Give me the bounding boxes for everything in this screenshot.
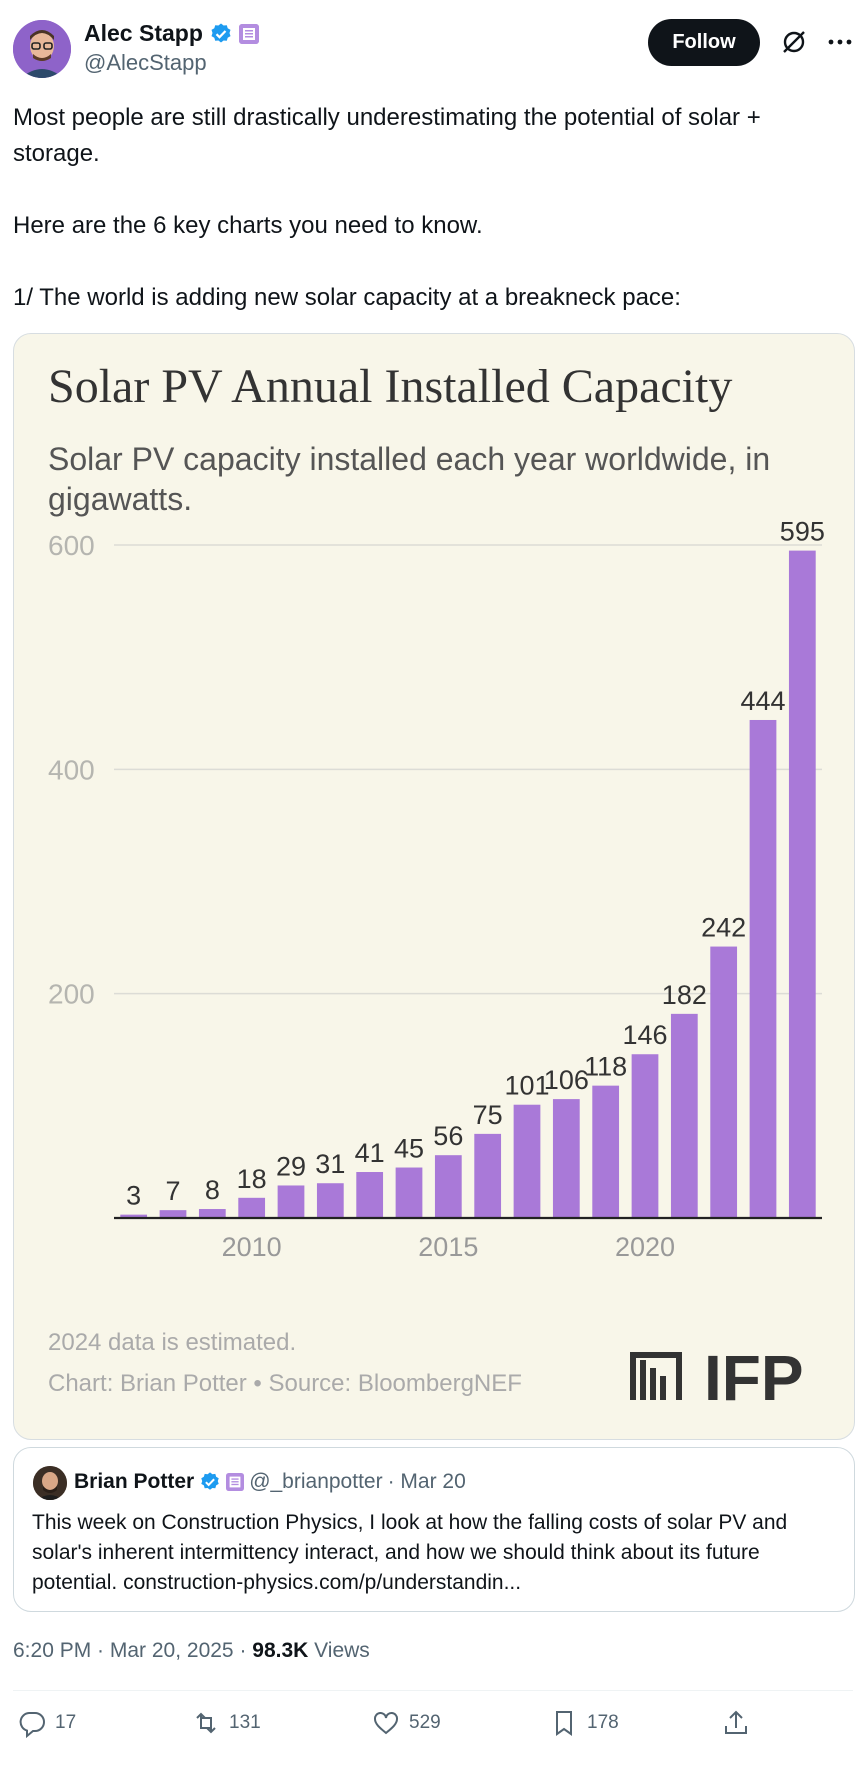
- reply-count: 17: [55, 1712, 77, 1733]
- bar-value-label: 3: [126, 1181, 141, 1211]
- bar: [749, 719, 777, 1218]
- y-tick-label: 400: [48, 754, 95, 785]
- bar-value-label: 595: [780, 517, 825, 547]
- reply-button[interactable]: 17: [17, 1708, 76, 1738]
- chart-source: Chart: Brian Potter • Source: BloombergN…: [48, 1370, 522, 1397]
- bar: [159, 1210, 187, 1218]
- bar-value-label: 146: [622, 1020, 667, 1050]
- ifp-logo: IFP: [630, 1342, 804, 1414]
- quote-date: · Mar 20: [387, 1470, 466, 1493]
- bar: [277, 1185, 305, 1218]
- affiliate-badge-icon: [238, 23, 259, 44]
- verified-badge-icon: [201, 1472, 219, 1490]
- bar-value-label: 242: [701, 913, 746, 943]
- action-bar: 17 131 529 178: [13, 1708, 853, 1748]
- quote-author-row: Brian Potter @_brianpotter · Mar 20: [74, 1470, 466, 1494]
- bar: [356, 1172, 384, 1218]
- chart-subtitle-line1: Solar PV capacity installed each year wo…: [48, 441, 770, 477]
- bar-value-label: 56: [433, 1121, 463, 1151]
- chart-title: Solar PV Annual Installed Capacity: [48, 360, 732, 413]
- bar-value-label: 106: [544, 1065, 589, 1095]
- bar-value-label: 182: [662, 980, 707, 1010]
- bar-value-label: 41: [355, 1138, 385, 1168]
- bar-value-label: 7: [165, 1176, 180, 1206]
- bar-value-label: 18: [237, 1164, 267, 1194]
- tweet-header: Alec Stapp @AlecStapp Follow: [0, 0, 867, 90]
- bar: [198, 1209, 226, 1218]
- quote-text: This week on Construction Physics, I loo…: [32, 1511, 788, 1594]
- quote-author-handle: @_brianpotter: [249, 1470, 383, 1493]
- tweet-timestamp[interactable]: 6:20 PM · Mar 20, 2025 ·: [13, 1639, 253, 1662]
- bar: [395, 1167, 423, 1218]
- repost-count: 131: [229, 1712, 261, 1733]
- bar-value-label: 29: [276, 1151, 306, 1181]
- ifp-logo-mark-icon: [630, 1352, 682, 1400]
- quote-author-name: Brian Potter: [74, 1470, 195, 1493]
- views-label: Views: [308, 1639, 370, 1662]
- bar-value-label: 75: [473, 1100, 503, 1130]
- bar-value-label: 45: [394, 1134, 424, 1164]
- bar: [474, 1133, 502, 1218]
- divider: [13, 1690, 853, 1691]
- bar: [434, 1155, 462, 1218]
- bar-chart: Solar PV Annual Installed Capacity Solar…: [48, 360, 825, 1414]
- like-count: 529: [409, 1712, 441, 1733]
- bar-value-label: 444: [740, 686, 785, 716]
- bookmark-button[interactable]: 178: [549, 1708, 619, 1738]
- x-tick-label: 2015: [418, 1232, 478, 1262]
- repost-button[interactable]: 131: [191, 1708, 261, 1738]
- ifp-logo-text: IFP: [704, 1342, 804, 1414]
- bar: [316, 1183, 344, 1218]
- bar: [120, 1214, 148, 1218]
- bar: [592, 1085, 620, 1218]
- bar: [710, 946, 738, 1218]
- bar: [631, 1054, 659, 1218]
- tweet-paragraph: Here are the 6 key charts you need to kn…: [13, 212, 483, 239]
- author-handle[interactable]: @AlecStapp: [84, 50, 207, 75]
- share-icon: [725, 1710, 747, 1734]
- bookmark-count: 178: [587, 1712, 619, 1733]
- author-name[interactable]: Alec Stapp: [84, 20, 203, 46]
- bar-value-label: 118: [584, 1052, 627, 1082]
- author-name-row: Alec Stapp: [84, 20, 259, 47]
- x-tick-label: 2010: [222, 1232, 282, 1262]
- quoted-tweet[interactable]: Brian Potter @_brianpotter · Mar 20 This…: [13, 1447, 855, 1612]
- y-tick-label: 200: [48, 979, 95, 1010]
- bar: [788, 550, 816, 1218]
- bar: [513, 1104, 541, 1218]
- chart-subtitle-line2: gigawatts.: [48, 481, 192, 517]
- bookmark-icon: [556, 1711, 572, 1736]
- views-count: 98.3K: [252, 1639, 309, 1662]
- tweet-paragraph: Most people are still drastically undere…: [13, 104, 761, 167]
- like-button[interactable]: 529: [371, 1708, 441, 1738]
- chart-note: 2024 data is estimated.: [48, 1329, 296, 1356]
- bar: [552, 1099, 580, 1218]
- affiliate-badge-icon: [226, 1473, 245, 1491]
- grok-icon[interactable]: [780, 28, 808, 56]
- bar: [238, 1197, 266, 1218]
- verified-badge-icon: [211, 23, 231, 42]
- tweet-paragraph: 1/ The world is adding new solar capacit…: [13, 284, 681, 311]
- tweet-text: Most people are still drastically undere…: [13, 100, 853, 316]
- quote-author-avatar[interactable]: [33, 1466, 67, 1500]
- more-options-icon[interactable]: [826, 28, 854, 56]
- bar-value-label: 31: [315, 1149, 345, 1179]
- share-button[interactable]: [721, 1708, 751, 1738]
- reply-icon: [19, 1712, 45, 1738]
- heart-icon: [374, 1712, 398, 1735]
- chart-image[interactable]: Solar PV Annual Installed Capacity Solar…: [13, 333, 855, 1440]
- tweet-meta: 6:20 PM · Mar 20, 2025 · 98.3K Views: [13, 1639, 370, 1663]
- author-avatar[interactable]: [13, 20, 71, 78]
- repost-icon: [196, 1712, 216, 1734]
- y-tick-label: 600: [48, 530, 95, 561]
- follow-button[interactable]: Follow: [648, 19, 760, 66]
- bar-value-label: 8: [205, 1175, 220, 1205]
- x-tick-label: 2020: [615, 1232, 675, 1262]
- bar: [670, 1013, 698, 1218]
- bar-value-label: 101: [504, 1071, 549, 1101]
